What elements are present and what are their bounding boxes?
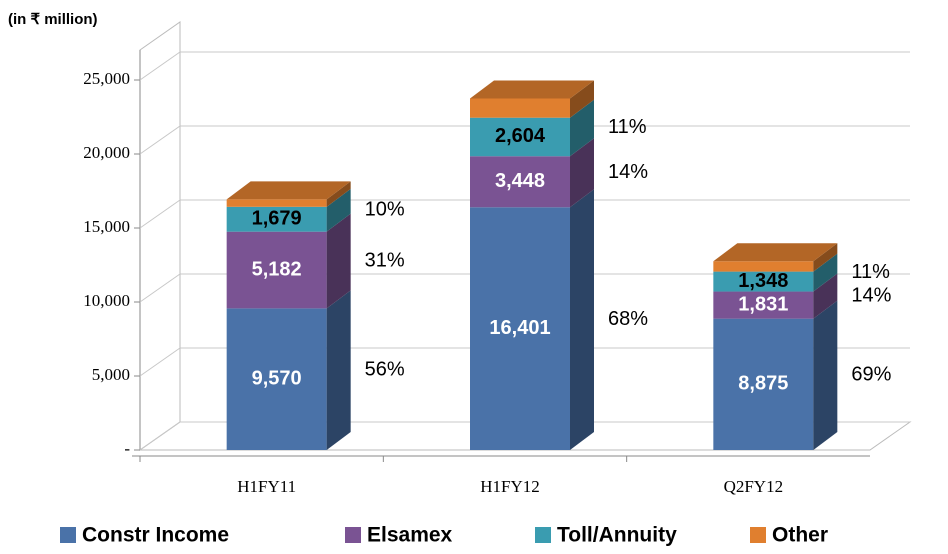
data-label: 3,448 (495, 170, 545, 192)
bar-side (570, 138, 594, 208)
share-label: 31% (365, 249, 405, 271)
grid-line (139, 199, 910, 229)
bar-side (570, 99, 594, 157)
legend-label: Other (772, 524, 828, 547)
share-label: 68% (608, 308, 648, 330)
data-label: 5,182 (252, 258, 302, 280)
bar-top (226, 181, 351, 200)
x-tick-label: Q2FY12 (724, 477, 784, 496)
axis-label: (in ₹ million) (8, 11, 98, 28)
bar-segment (713, 291, 814, 319)
legend-swatch (750, 527, 766, 543)
share-label: 11% (851, 261, 890, 283)
grid-line (139, 125, 910, 155)
share-label: 10% (365, 199, 405, 221)
legend-swatch (535, 527, 551, 543)
bar-side (570, 80, 594, 118)
y-tick-label: 25,000 (83, 69, 130, 88)
bar-side (570, 189, 594, 450)
share-label: 11% (608, 116, 647, 138)
bar-segment (470, 207, 570, 450)
share-label: 14% (608, 161, 648, 183)
bar-segment (226, 308, 327, 450)
bar-segment (713, 261, 814, 272)
grid-line (139, 347, 910, 377)
y-tick-label: - (124, 439, 130, 458)
data-label: 9,570 (252, 367, 302, 389)
legend-label: Constr Income (82, 524, 229, 547)
bar-side (326, 213, 351, 309)
bar-top (713, 243, 838, 262)
grid-line (139, 51, 910, 81)
data-label: 1,679 (252, 208, 302, 230)
bar-side (326, 290, 351, 450)
x-tick-label: H1FY11 (237, 477, 296, 496)
data-label: 8,875 (738, 373, 788, 395)
legend-swatch (60, 527, 76, 543)
bar-side (813, 243, 838, 272)
bar-segment (713, 271, 814, 292)
bar-side (326, 181, 351, 207)
legend-label: Elsamex (367, 524, 453, 547)
bar-segment (470, 117, 570, 157)
x-tick-label: H1FY12 (480, 477, 540, 496)
grid-line (139, 421, 910, 451)
y-tick-label: 10,000 (83, 291, 130, 310)
y-tick-label: 15,000 (83, 217, 130, 236)
back-wall (139, 21, 181, 451)
y-tick-label: 20,000 (83, 143, 130, 162)
bar-segment (226, 199, 327, 207)
bar-segment (470, 156, 570, 208)
share-label: 69% (851, 364, 891, 386)
share-label: 14% (851, 284, 891, 306)
bar-side (326, 188, 351, 232)
bar-segment (226, 231, 327, 309)
bar-side (813, 253, 838, 292)
bar-segment (470, 98, 570, 118)
data-label: 1,348 (738, 270, 788, 292)
data-label: 1,831 (738, 293, 788, 315)
y-tick-label: 5,000 (92, 365, 130, 384)
share-label: 56% (365, 358, 405, 380)
data-label: 16,401 (489, 317, 550, 339)
legend-swatch (345, 527, 361, 543)
bar-top (470, 80, 594, 99)
data-label: 2,604 (495, 125, 546, 147)
legend-label: Toll/Annuity (557, 524, 677, 547)
grid-line (139, 273, 910, 303)
bar-segment (226, 206, 327, 232)
bar-side (813, 300, 838, 450)
bar-side (813, 273, 838, 319)
bar-segment (713, 318, 814, 450)
